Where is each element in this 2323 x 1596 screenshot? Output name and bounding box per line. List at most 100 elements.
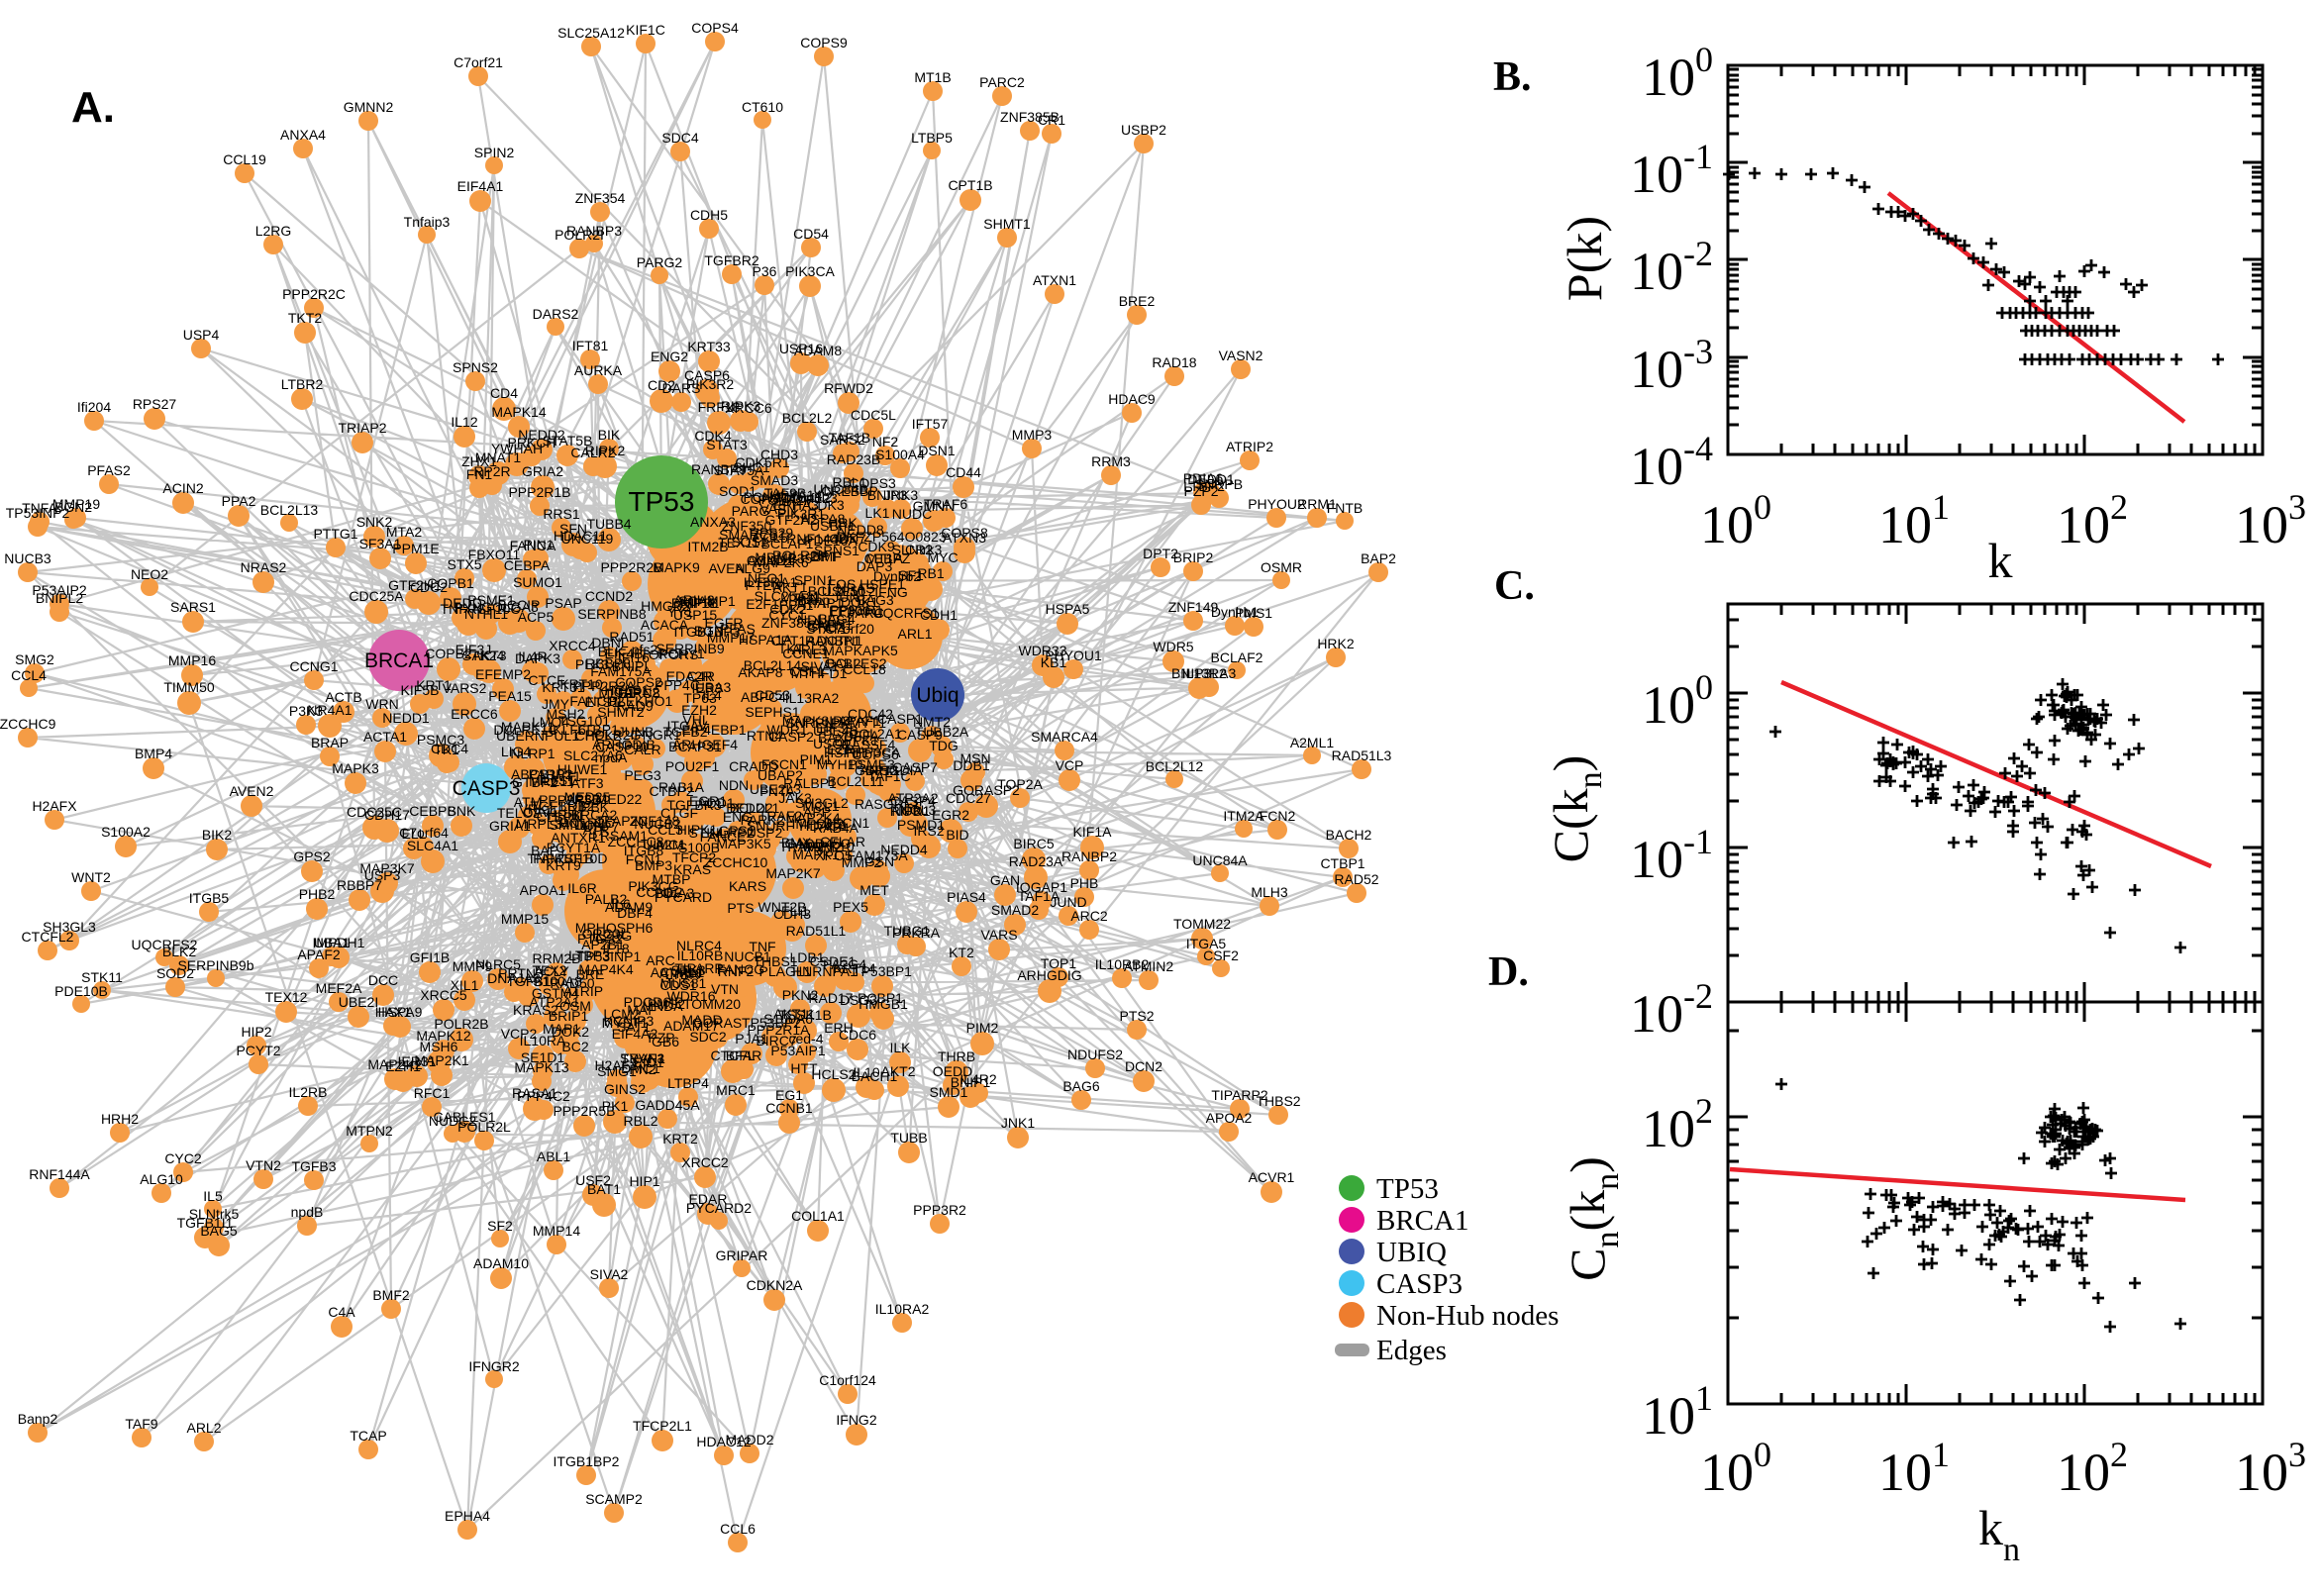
svg-text:CASP10: CASP10 <box>595 739 649 754</box>
svg-text:MADD2: MADD2 <box>725 1432 773 1447</box>
svg-text:IFNGR1: IFNGR1 <box>630 727 681 743</box>
svg-text:PPP2R2A: PPP2R2A <box>572 678 636 694</box>
svg-text:DSG3: DSG3 <box>840 992 877 1008</box>
svg-text:EIF4A2: EIF4A2 <box>612 1026 658 1042</box>
svg-text:CASP2: CASP2 <box>768 729 814 745</box>
svg-text:CCL6: CCL6 <box>720 1521 756 1537</box>
svg-text:ENG2: ENG2 <box>651 349 688 364</box>
svg-text:C1orf124: C1orf124 <box>819 1372 876 1388</box>
svg-text:VTN2: VTN2 <box>246 1157 281 1173</box>
svg-text:RANBP2: RANBP2 <box>1061 848 1117 864</box>
svg-text:MAPK13: MAPK13 <box>514 1059 568 1075</box>
svg-text:TCAP: TCAP <box>350 1428 386 1444</box>
svg-text:RASGRF1: RASGRF1 <box>855 796 920 812</box>
svg-text:HDAC8: HDAC8 <box>799 818 847 834</box>
svg-text:EZR: EZR <box>827 742 855 757</box>
svg-text:LMO4: LMO4 <box>532 714 569 730</box>
svg-text:RBBP7: RBBP7 <box>337 877 382 893</box>
svg-text:CDC42: CDC42 <box>848 706 893 722</box>
svg-text:CEBPB: CEBPB <box>409 803 455 819</box>
svg-text:RIPK3: RIPK3 <box>721 398 761 414</box>
svg-text:npdB: npdB <box>291 1204 324 1220</box>
svg-text:RPS27: RPS27 <box>133 396 177 412</box>
svg-text:UBA3: UBA3 <box>695 679 732 695</box>
svg-text:APAF2: APAF2 <box>297 947 341 962</box>
svg-text:PDCD6IP: PDCD6IP <box>624 994 684 1010</box>
svg-text:pfs2: pfs2 <box>632 642 658 657</box>
svg-text:VCP2: VCP2 <box>501 1026 538 1042</box>
svg-text:CCND1: CCND1 <box>747 552 794 568</box>
svg-text:SF2: SF2 <box>487 1218 513 1234</box>
svg-text:CSF2: CSF2 <box>1203 948 1239 963</box>
svg-text:HRH2: HRH2 <box>101 1111 139 1127</box>
svg-text:BMX: BMX <box>781 835 812 850</box>
svg-text:SLC4A1: SLC4A1 <box>407 838 458 853</box>
svg-text:UBIQ: UBIQ <box>1376 1237 1447 1268</box>
svg-text:DEDD: DEDD <box>443 595 482 611</box>
svg-text:ARL3: ARL3 <box>791 642 826 657</box>
svg-text:IFNGR2: IFNGR2 <box>468 1358 520 1374</box>
svg-text:RAB4A: RAB4A <box>813 820 859 836</box>
svg-text:GRB2: GRB2 <box>807 619 845 635</box>
svg-text:BFAR: BFAR <box>726 1047 762 1063</box>
svg-text:CTGF: CTGF <box>660 805 698 821</box>
svg-text:ATM: ATM <box>514 794 543 810</box>
svg-text:MCL1: MCL1 <box>802 798 840 814</box>
svg-text:BCL2L14: BCL2L14 <box>744 657 802 673</box>
svg-text:BRE: BRE <box>576 966 605 982</box>
svg-text:HSPE1: HSPE1 <box>859 576 905 592</box>
svg-text:PARC2: PARC2 <box>979 74 1025 90</box>
svg-text:PZP2: PZP2 <box>1183 483 1218 499</box>
svg-text:LDB2: LDB2 <box>559 798 594 814</box>
svg-text:VCP: VCP <box>1056 757 1084 773</box>
svg-text:SPIN2: SPIN2 <box>474 145 515 160</box>
svg-text:SOD1: SOD1 <box>719 483 757 499</box>
svg-text:E2F1: E2F1 <box>746 596 779 612</box>
svg-text:BCL2L11: BCL2L11 <box>827 773 884 789</box>
svg-text:MAP2K6: MAP2K6 <box>754 554 808 570</box>
svg-text:MSN: MSN <box>960 750 990 766</box>
svg-text:MNDA: MNDA <box>642 998 683 1014</box>
svg-text:PYCARD2: PYCARD2 <box>686 1200 752 1216</box>
svg-text:STAT5A: STAT5A <box>714 462 764 478</box>
svg-text:TFCP2: TFCP2 <box>672 849 717 865</box>
svg-text:WDR16: WDR16 <box>666 988 715 1004</box>
svg-text:DCC: DCC <box>368 972 398 988</box>
svg-text:RASSF4: RASSF4 <box>842 737 896 752</box>
svg-text:EPHA3: EPHA3 <box>773 497 819 513</box>
svg-text:ZHX1: ZHX1 <box>461 453 497 469</box>
svg-text:C4A: C4A <box>328 1304 355 1320</box>
svg-text:EGR1: EGR1 <box>689 793 727 809</box>
svg-text:ABL1: ABL1 <box>537 1148 570 1164</box>
svg-text:SH3GL3: SH3GL3 <box>43 919 96 935</box>
svg-text:POLR2F: POLR2F <box>758 492 812 508</box>
svg-text:C7orf21: C7orf21 <box>454 54 503 70</box>
svg-text:KIF1A: KIF1A <box>1073 824 1113 840</box>
svg-text:MAP4K4: MAP4K4 <box>578 961 633 977</box>
svg-text:OEDD: OEDD <box>933 1063 972 1079</box>
svg-text:UNC84B: UNC84B <box>813 481 867 497</box>
svg-text:CDH5: CDH5 <box>690 207 728 223</box>
svg-text:LTBP1: LTBP1 <box>577 722 619 738</box>
svg-text:GTF2H1: GTF2H1 <box>388 577 442 593</box>
svg-text:HDAC11: HDAC11 <box>554 528 607 544</box>
svg-text:Non-Hub nodes: Non-Hub nodes <box>1376 1300 1559 1332</box>
svg-text:IMPDH1: IMPDH1 <box>313 935 365 950</box>
svg-text:TOP1: TOP1 <box>1041 955 1077 971</box>
svg-text:LIG4: LIG4 <box>501 744 532 759</box>
svg-text:TP53BP1: TP53BP1 <box>853 963 912 979</box>
svg-text:PIK3R2: PIK3R2 <box>686 376 734 392</box>
svg-text:BGN: BGN <box>694 623 724 639</box>
svg-text:PPP2R5D: PPP2R5D <box>539 792 602 808</box>
svg-text:CDK9: CDK9 <box>858 539 895 554</box>
svg-text:SHMT1: SHMT1 <box>983 216 1031 232</box>
svg-text:PCBP1: PCBP1 <box>858 990 903 1006</box>
svg-text:USP7: USP7 <box>583 819 620 835</box>
svg-text:IER31: IER31 <box>398 1053 437 1069</box>
svg-text:PPP3R1: PPP3R1 <box>830 602 883 618</box>
svg-text:GINS2: GINS2 <box>604 1081 646 1097</box>
svg-text:BIK: BIK <box>598 427 621 443</box>
svg-text:ABCB1: ABCB1 <box>511 766 556 782</box>
svg-text:TAF1C: TAF1C <box>867 768 910 784</box>
svg-text:k: k <box>1988 533 2013 588</box>
